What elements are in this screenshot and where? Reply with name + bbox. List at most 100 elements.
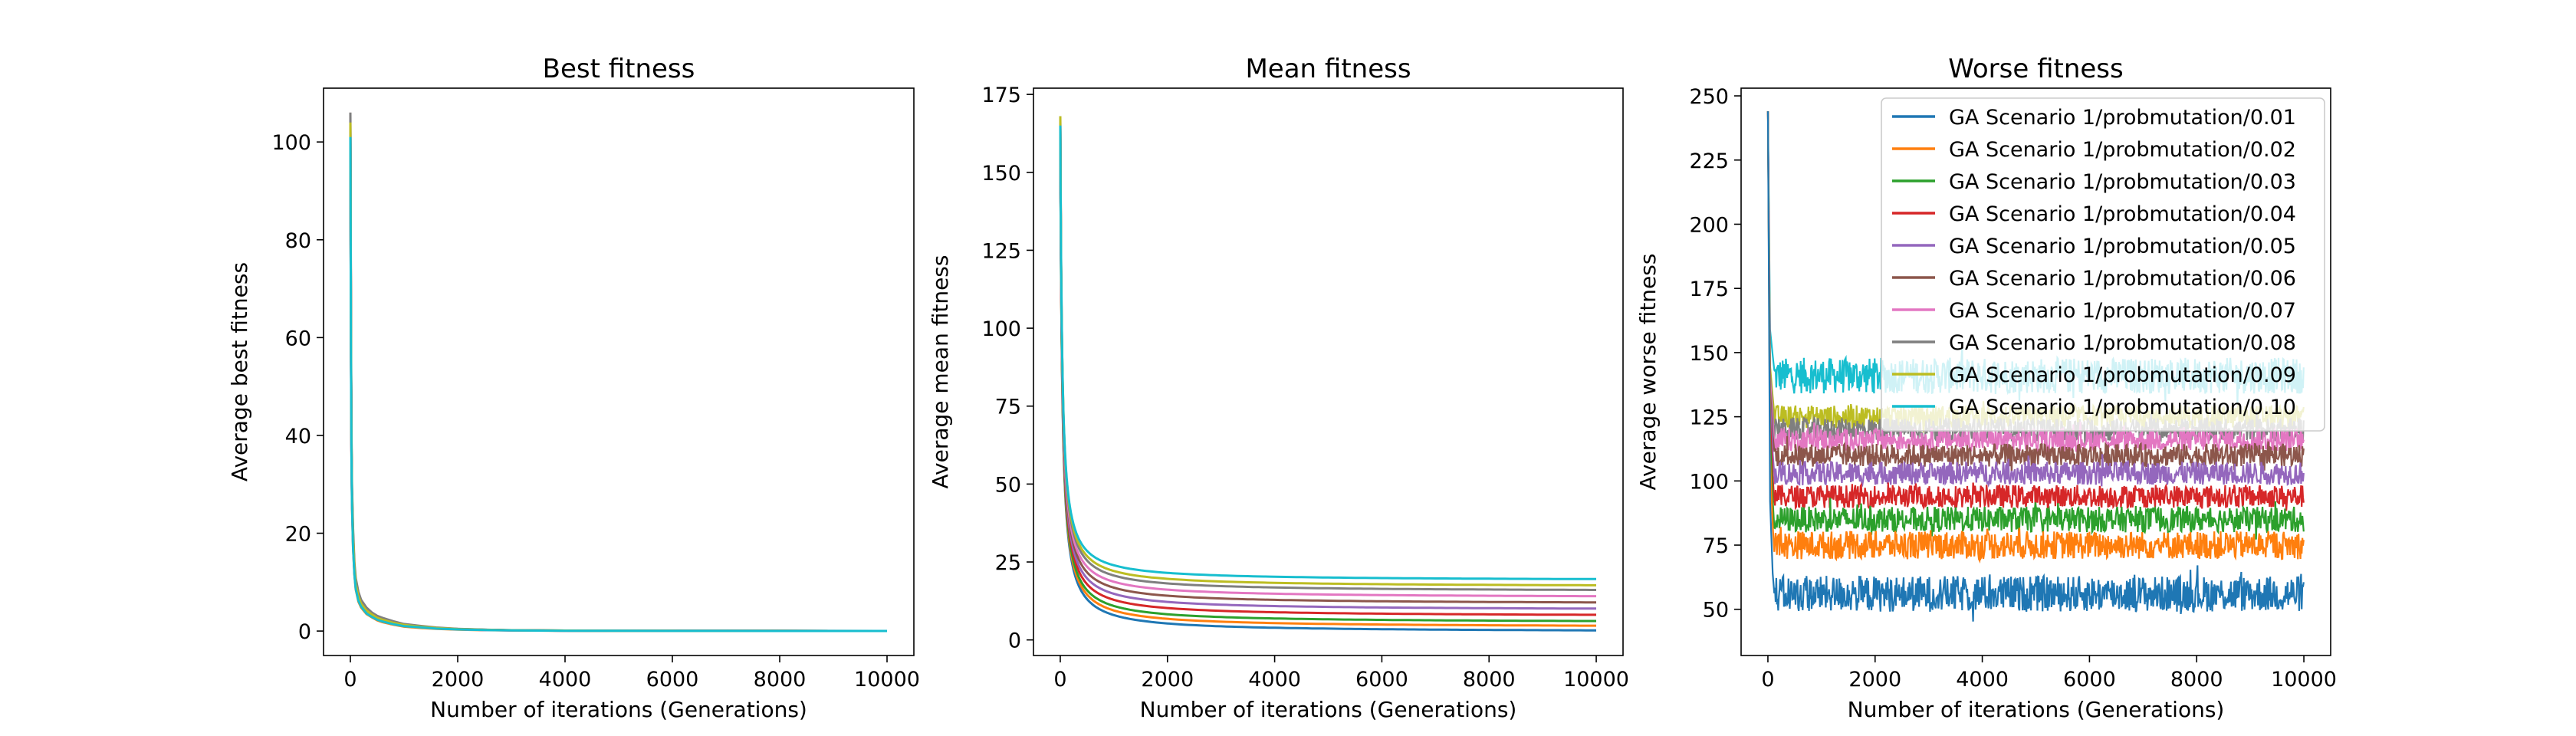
legend-label: GA Scenario 1/probmutation/0.10: [1949, 396, 2296, 419]
x-tick-label: 0: [1761, 668, 1774, 692]
series-line-3: [1766, 111, 2305, 540]
series-line-10: [1059, 125, 1596, 580]
series-line-6: [1059, 119, 1596, 604]
series-line-7: [349, 136, 887, 632]
y-tick-label: 20: [285, 523, 311, 547]
y-tick-label: 75: [995, 396, 1021, 419]
y-tick-label: 75: [1703, 534, 1729, 558]
series-line-5: [349, 127, 887, 632]
x-tick-label: 8000: [754, 668, 807, 692]
y-tick-label: 80: [285, 229, 311, 253]
y-axis-label: Average worse fitness: [1635, 254, 1661, 491]
legend-label: GA Scenario 1/probmutation/0.07: [1949, 299, 2296, 323]
legend-item: GA Scenario 1/probmutation/0.09: [1892, 363, 2296, 387]
series-line-2: [1059, 125, 1596, 627]
series-line-4: [349, 132, 887, 632]
y-tick-label: 175: [1689, 278, 1729, 301]
y-tick-label: 125: [1689, 406, 1729, 430]
x-axis-label: Number of iterations (Generations): [1140, 697, 1517, 722]
y-tick-label: 25: [995, 551, 1021, 575]
series-line-1: [1059, 128, 1596, 632]
series-line-9: [349, 122, 887, 632]
legend-label: GA Scenario 1/probmutation/0.01: [1949, 106, 2296, 130]
series-group: [349, 112, 888, 632]
chart-title: Worse fitness: [1948, 54, 2124, 84]
x-tick-label: 2000: [1848, 668, 1901, 692]
legend-item: GA Scenario 1/probmutation/0.02: [1892, 138, 2296, 162]
best-fitness-chart: 0 2000 4000 6000 8000 10000 0 20 40 60 80 100 Best f…: [227, 54, 920, 722]
x-tick-label: 10000: [2271, 668, 2337, 692]
x-tick-label: 4000: [1248, 668, 1301, 692]
legend-item: GA Scenario 1/probmutation/0.01: [1892, 106, 2296, 130]
legend-label: GA Scenario 1/probmutation/0.03: [1949, 170, 2296, 194]
y-tick-label: 100: [1689, 470, 1729, 494]
legend-label: GA Scenario 1/probmutation/0.09: [1949, 363, 2296, 387]
y-tick-label: 100: [271, 131, 311, 155]
y-tick-label: 125: [981, 239, 1021, 263]
series-line-6: [1766, 111, 2305, 475]
x-tick-label: 2000: [1141, 668, 1194, 692]
y-tick-label: 40: [285, 425, 311, 449]
series-line-9: [1059, 116, 1596, 586]
x-tick-label: 8000: [1463, 668, 1516, 692]
legend-label: GA Scenario 1/probmutation/0.06: [1949, 267, 2296, 291]
y-tick-label: 50: [995, 473, 1021, 497]
x-tick-label: 0: [1053, 668, 1066, 692]
y-tick-label: 175: [981, 84, 1021, 107]
legend-box: [1881, 97, 2325, 432]
x-tick-label: 4000: [539, 668, 592, 692]
mean-fitness-chart: 0 2000 4000 6000 8000 10000 0 25 50 75 100 125 150 17…: [928, 54, 1629, 722]
y-tick-label: 200: [1689, 213, 1729, 237]
legend-label: GA Scenario 1/probmutation/0.02: [1949, 138, 2296, 162]
y-tick-label: 100: [981, 317, 1021, 341]
series-line-8: [349, 112, 888, 632]
series-line-5: [1766, 111, 2305, 488]
x-tick-label: 8000: [2170, 668, 2223, 692]
legend-label: GA Scenario 1/probmutation/0.05: [1949, 235, 2296, 258]
legend-label: GA Scenario 1/probmutation/0.08: [1949, 331, 2296, 355]
worse-fitness-chart: 0 2000 4000 6000 8000 10000 50 75 100 125 150 175 20…: [1635, 54, 2337, 722]
series-line-10: [349, 136, 887, 632]
series-line-4: [1059, 122, 1596, 616]
chart-title: Best fitness: [543, 54, 695, 84]
series-group: [1059, 116, 1596, 632]
y-tick-label: 0: [298, 620, 311, 644]
x-tick-label: 0: [343, 668, 356, 692]
series-line-3: [1059, 125, 1596, 623]
x-tick-label: 6000: [1355, 668, 1408, 692]
y-tick-label: 150: [981, 162, 1021, 186]
series-line-7: [1766, 111, 2305, 457]
plot-frame: [1740, 87, 2331, 656]
series-line-1: [1766, 111, 2305, 622]
series-line-7: [1059, 122, 1596, 598]
y-tick-label: 0: [1008, 629, 1021, 653]
legend-item: GA Scenario 1/probmutation/0.06: [1892, 267, 2296, 291]
x-tick-label: 6000: [646, 668, 699, 692]
x-tick-label: 10000: [854, 668, 920, 692]
series-line-1: [349, 132, 887, 632]
series-line-2: [349, 136, 887, 632]
legend-item: GA Scenario 1/probmutation/0.07: [1892, 299, 2296, 323]
series-line-3: [349, 122, 887, 632]
legend-item: GA Scenario 1/probmutation/0.05: [1892, 235, 2296, 258]
x-tick-label: 4000: [1956, 668, 2009, 692]
series-line-4: [1766, 111, 2305, 511]
y-axis-label: Average best fitness: [227, 262, 252, 481]
legend-label: GA Scenario 1/probmutation/0.04: [1949, 202, 2296, 226]
legend-item: GA Scenario 1/probmutation/0.10: [1892, 396, 2296, 419]
x-tick-label: 2000: [432, 668, 485, 692]
x-tick-label: 6000: [2063, 668, 2116, 692]
plot-frame: [1033, 87, 1624, 656]
chart-title: Mean fitness: [1245, 54, 1411, 84]
y-tick-label: 60: [285, 327, 311, 350]
series-line-2: [1766, 111, 2305, 564]
x-axis-label: Number of iterations (Generations): [1848, 697, 2225, 722]
x-tick-label: 10000: [1563, 668, 1629, 692]
plot-frame: [323, 87, 915, 656]
legend: GA Scenario 1/probmutation/0.01 GA Scenar…: [1881, 97, 2325, 432]
y-tick-label: 50: [1703, 599, 1729, 623]
legend-item: GA Scenario 1/probmutation/0.03: [1892, 170, 2296, 194]
series-line-6: [349, 112, 887, 632]
legend-item: GA Scenario 1/probmutation/0.04: [1892, 202, 2296, 226]
